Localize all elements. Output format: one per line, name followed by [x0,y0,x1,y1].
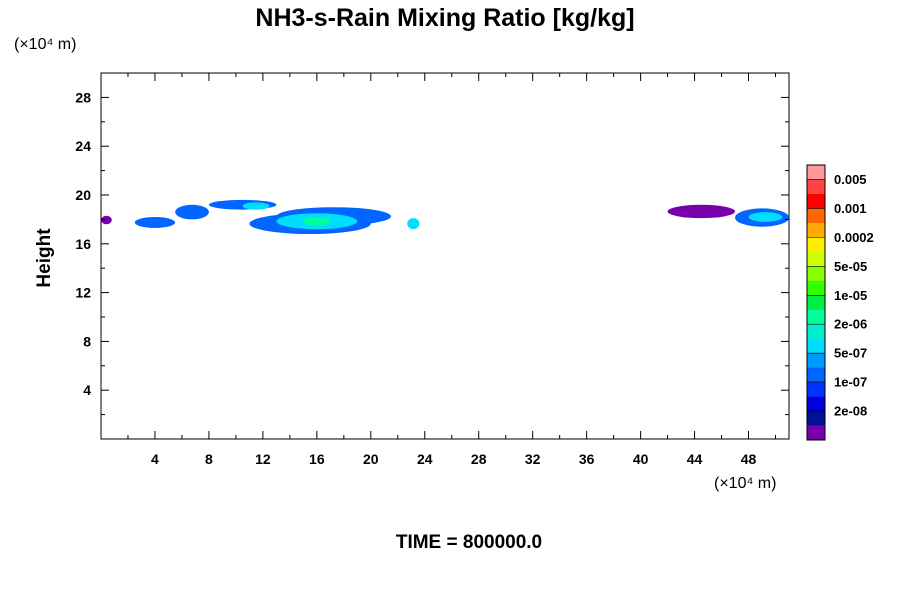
data-region [407,218,420,230]
colorbar-segment [807,179,825,195]
colorbar-segment [807,251,825,267]
x-tick-label: 12 [255,451,271,467]
x-tick-label: 16 [309,451,325,467]
chart-title: NH3-s-Rain Mixing Ratio [kg/kg] [255,4,634,32]
colorbar-segment [807,324,825,339]
colorbar-label: 0.0002 [834,230,874,245]
y-tick-label: 20 [75,187,91,203]
colorbar-segment [807,165,825,180]
colorbar-label: 0.005 [834,172,867,187]
colorbar-segment [807,222,825,238]
time-label: TIME = 800000.0 [396,532,542,553]
y-tick-label: 12 [75,285,91,301]
x-tick-label: 24 [417,451,433,467]
colorbar-segment [807,309,825,325]
colorbar-label: 5e-07 [834,346,867,361]
x-tick-label: 28 [471,451,487,467]
y-tick-label: 4 [83,382,91,398]
colorbar-segment [807,411,825,426]
colorbar-segment [807,208,825,224]
data-region [667,204,736,219]
x-tick-label: 40 [633,451,649,467]
data-region [134,216,176,228]
x-tick-label: 44 [687,451,703,467]
y-axis-label: Height [34,228,55,288]
x-tick-label: 36 [579,451,595,467]
y-tick-label: 16 [75,236,91,252]
data-regions [101,199,789,235]
colorbar-label: 1e-05 [834,288,867,303]
x-axis-unit: (×10⁴ m) [714,475,776,492]
colorbar-segment [807,295,825,311]
colorbar-label: 2e-06 [834,317,867,332]
colorbar-segment [807,367,825,383]
colorbar-segment [807,193,825,209]
data-region [175,204,209,220]
data-region [242,202,270,210]
y-tick-label: 8 [83,333,91,349]
colorbar-segment [807,396,825,412]
data-region [101,215,112,225]
x-tick-label: 32 [525,451,541,467]
x-tick-label: 48 [741,451,757,467]
data-region [303,216,331,226]
x-tick-label: 8 [205,451,213,467]
x-tick-label: 20 [363,451,379,467]
y-axis-unit: (×10⁴ m) [14,36,76,53]
colorbar: 0.005 0.001 0.0002 5e-05 1e-05 2e-06 5e-07 1e-0… [806,164,874,441]
colorbar-label: 2e-08 [834,404,867,419]
colorbar-segment [807,237,825,253]
colorbar-segment [807,280,825,296]
colorbar-segment [807,425,825,441]
colorbar-label: 5e-05 [834,259,867,274]
colorbar-segment [807,353,825,368]
data-region [748,212,783,222]
colorbar-label: 1e-07 [834,375,867,390]
x-tick-label: 4 [151,451,159,467]
colorbar-segment [807,266,825,282]
y-tick-label: 28 [75,89,91,105]
colorbar-label: 0.001 [834,201,867,216]
colorbar-segment [807,382,825,397]
y-tick-label: 24 [75,138,91,154]
plot-area [100,72,790,440]
colorbar-frame [806,164,826,441]
colorbar-segment [807,338,825,354]
